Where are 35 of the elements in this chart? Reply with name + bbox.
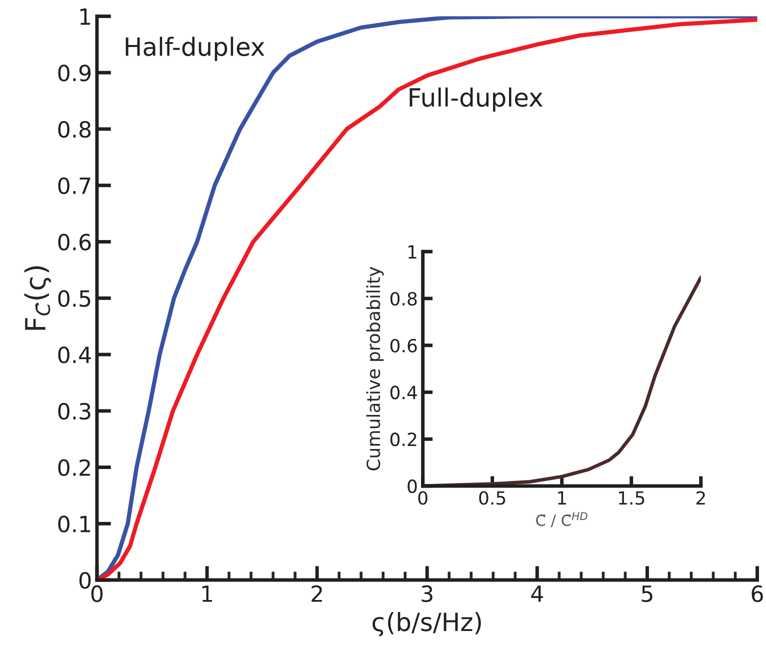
x-tick-label: 5 <box>642 586 652 602</box>
series-label: Half-duplex <box>126 36 264 61</box>
x-tick-label: 0 <box>91 585 103 602</box>
y-tick-label: 0.3 <box>58 402 90 420</box>
x-tick-label: 4 <box>531 586 543 602</box>
y-tick-label: 0 <box>79 572 91 589</box>
x-axis-title: C⃗ / C⃗$^{HD}$ <box>536 512 588 528</box>
y-tick-label: 0.1 <box>58 516 90 532</box>
x-tick-label: 2 <box>312 585 322 602</box>
y-tick-label: 0.2 <box>58 459 90 476</box>
y-tick-label: 0.8 <box>58 120 91 138</box>
y-axis-title: F$_{C⃗}$(ς) <box>24 266 52 330</box>
y-tick-label: 0.2 <box>390 432 416 446</box>
y-tick-label: 0.7 <box>58 177 90 194</box>
y-axis-title: Cumulative probability <box>366 266 384 470</box>
x-tick-label: 0 <box>418 491 428 505</box>
y-tick-label: 1 <box>408 245 416 258</box>
x-tick-label: 0.5 <box>479 491 506 505</box>
x-tick-label: 6 <box>752 585 763 602</box>
y-tick-label: 0.9 <box>58 64 91 82</box>
y-tick-label: 0.5 <box>58 290 90 307</box>
y-tick-label: 1 <box>80 8 90 25</box>
y-tick-label: 0.4 <box>58 346 91 364</box>
x-axis-title: ς(b/s/Hz) <box>372 612 481 636</box>
y-tick-label: 0.6 <box>58 234 91 251</box>
y-tick-label: 0.8 <box>390 292 417 306</box>
x-tick-label: 3 <box>422 585 432 602</box>
x-tick-label: 1 <box>558 491 566 505</box>
y-tick-label: 0 <box>408 479 417 494</box>
x-tick-label: 2 <box>696 491 705 505</box>
y-tick-label: 0.6 <box>390 338 417 352</box>
series-label: Full-duplex <box>410 87 543 112</box>
y-tick-label: 0.4 <box>390 386 417 400</box>
x-tick-label: 1 <box>202 586 212 602</box>
x-tick-label: 1.5 <box>619 491 644 505</box>
